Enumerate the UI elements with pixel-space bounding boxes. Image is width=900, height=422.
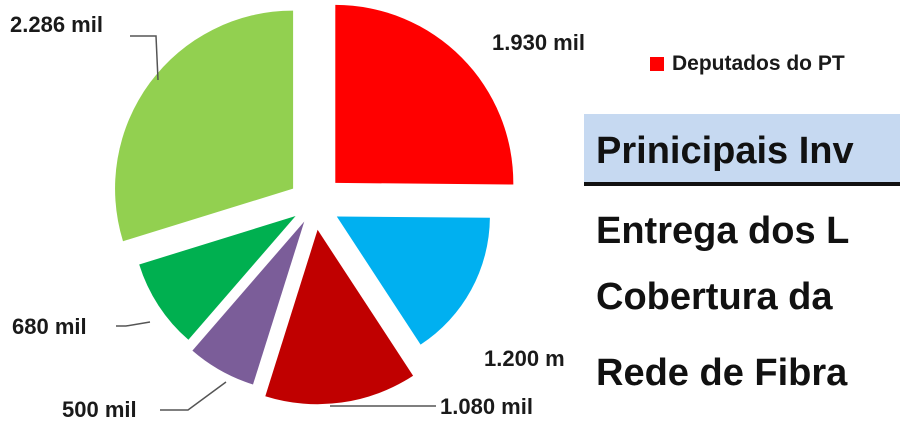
leader-line: [116, 321, 151, 327]
legend: Deputados do PT: [650, 52, 845, 76]
legend-label: Deputados do PT: [672, 52, 845, 75]
leader-line: [130, 35, 159, 81]
slice-label: 500 mil: [62, 397, 137, 422]
pie-slice: [115, 10, 294, 242]
slice-label: 680 mil: [12, 314, 87, 339]
panel-heading-box: [584, 114, 900, 186]
pie-slice: [335, 4, 514, 185]
pie-slice: [265, 229, 414, 405]
leader-line: [160, 381, 227, 411]
pie-slice: [192, 221, 305, 385]
pie-slice: [336, 216, 490, 345]
panel-item-2: Cobertura da: [596, 276, 833, 318]
slice-label: 1.930 mil: [492, 30, 585, 55]
panel-item-1: Entrega dos L: [596, 210, 850, 252]
legend-swatch: [650, 57, 664, 71]
panel-heading: Prinicipais Inv: [596, 130, 854, 172]
slice-label: 1.200 m: [484, 346, 565, 371]
panel-item-3: Rede de Fibra: [596, 352, 848, 394]
slice-label: 1.080 mil: [440, 394, 533, 419]
slice-label: 2.286 mil: [10, 12, 103, 37]
pie-slice: [139, 216, 296, 340]
